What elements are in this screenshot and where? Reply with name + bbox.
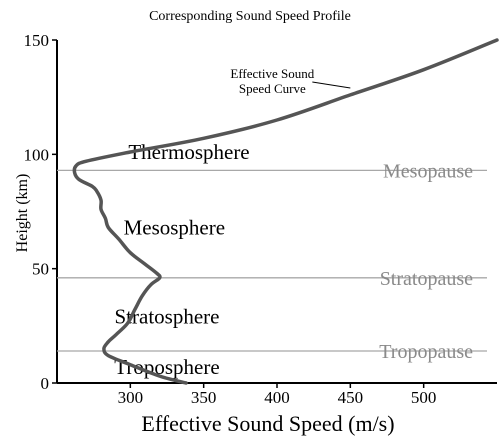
reference-label: Stratopause: [380, 268, 473, 290]
y-tick-label: 150: [24, 31, 50, 50]
y-tick-label: 0: [41, 374, 50, 393]
chart-title: Corresponding Sound Speed Profile: [149, 9, 351, 24]
region-label: Troposphere: [114, 355, 219, 379]
plot-area: 0 50 100 150 300 350 400 450 500 Mesopause Strat…: [24, 31, 498, 407]
x-tick-label: 400: [264, 388, 290, 407]
x-axis-label: Effective Sound Speed (m/s): [141, 411, 394, 436]
x-tick-label: 500: [411, 388, 437, 407]
annotation-leader-line: [312, 82, 350, 88]
region-label: Thermosphere: [128, 140, 249, 164]
x-tick-label: 300: [118, 388, 144, 407]
x-tick-label: 350: [191, 388, 217, 407]
y-axis-label: Height (km): [14, 174, 31, 253]
reference-lines: Mesopause Stratopause Tropopause: [57, 160, 487, 363]
reference-label: Tropopause: [379, 341, 473, 363]
annotation-text-line-2: Speed Curve: [239, 81, 306, 96]
y-tick-label: 100: [24, 145, 50, 164]
x-tick-label: 450: [338, 388, 364, 407]
region-labels: ThermosphereMesosphereStratosphereTropos…: [114, 140, 249, 379]
annotation-text-line-1: Effective Sound: [230, 66, 314, 81]
x-ticks: 300 350 400 450 500: [118, 383, 437, 407]
reference-label: Mesopause: [383, 160, 473, 182]
y-tick-label: 50: [32, 260, 49, 279]
region-label: Mesosphere: [124, 216, 225, 240]
